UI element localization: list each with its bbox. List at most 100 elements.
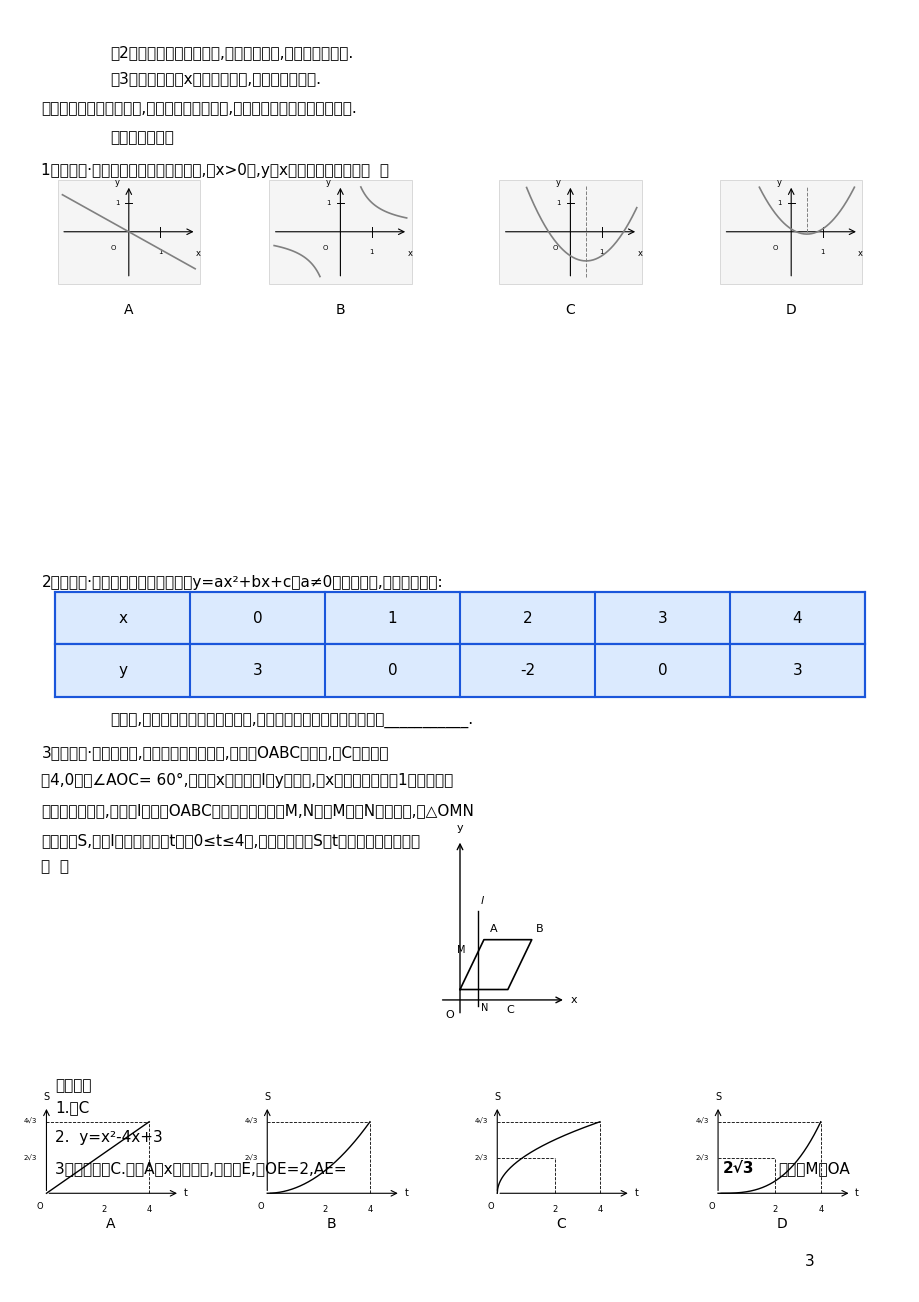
Text: x: x <box>637 249 641 258</box>
Text: 2√3: 2√3 <box>695 1155 709 1161</box>
FancyBboxPatch shape <box>58 180 200 284</box>
Text: C: C <box>565 303 574 318</box>
Text: S: S <box>494 1092 500 1101</box>
Text: 1．（衢州·中考）下列四个函数图象中,当x>0时,y随x的增大而增大的是（  ）: 1．（衢州·中考）下列四个函数图象中,当x>0时,y随x的增大而增大的是（ ） <box>41 163 389 178</box>
Text: 确定二次函数的解析式时,应该根据条件的特点,恰当地选用一种函数表达方式.: 确定二次函数的解析式时,应该根据条件的特点,恰当地选用一种函数表达方式. <box>41 102 357 117</box>
Text: x: x <box>857 249 862 258</box>
Text: t: t <box>404 1189 408 1198</box>
Text: 4√3: 4√3 <box>244 1118 257 1125</box>
Text: A: A <box>489 924 496 935</box>
FancyBboxPatch shape <box>269 180 412 284</box>
Text: （2）已知图象的顶点坐标,对称轴和最值,通常选择顶点式.: （2）已知图象的顶点坐标,对称轴和最值,通常选择顶点式. <box>110 46 353 61</box>
Text: 4√3: 4√3 <box>695 1118 709 1125</box>
Text: 3: 3 <box>804 1254 813 1269</box>
Text: 4√3: 4√3 <box>474 1118 487 1125</box>
Text: 2: 2 <box>101 1206 107 1213</box>
Text: 2√3: 2√3 <box>722 1161 754 1177</box>
Text: y: y <box>118 663 127 678</box>
Text: x: x <box>196 249 200 258</box>
Text: 【答案】: 【答案】 <box>55 1078 92 1094</box>
Text: 1: 1 <box>820 249 824 255</box>
Text: l: l <box>481 896 483 906</box>
Text: 4: 4 <box>791 611 801 626</box>
Text: 1: 1 <box>777 199 781 206</box>
Text: B: B <box>326 1216 335 1230</box>
Text: y: y <box>777 178 781 186</box>
Text: 1: 1 <box>387 611 397 626</box>
Text: O: O <box>37 1203 43 1211</box>
Text: 3: 3 <box>253 663 262 678</box>
Text: C: C <box>556 1216 565 1230</box>
Text: 4: 4 <box>367 1206 372 1213</box>
Text: 2√3: 2√3 <box>474 1155 487 1161</box>
Text: 3: 3 <box>657 611 666 626</box>
Text: N: N <box>481 1003 488 1013</box>
Text: 3．解析：选C.过点A作x轴的垂线,垂足为E,则OE=2,AE=: 3．解析：选C.过点A作x轴的垂线,垂足为E,则OE=2,AE= <box>55 1161 351 1177</box>
Text: 1: 1 <box>326 199 331 206</box>
Text: M: M <box>457 944 465 954</box>
Text: O: O <box>322 245 327 251</box>
Text: 2.  y=x²-4x+3: 2. y=x²-4x+3 <box>55 1130 163 1146</box>
FancyBboxPatch shape <box>498 180 641 284</box>
Text: 的面积为S,直线l的运动时间为t秒（0≤t≤4）,则能大致反映S与t的函数关系的图象是: 的面积为S,直线l的运动时间为t秒（0≤t≤4）,则能大致反映S与t的函数关系的… <box>41 833 420 849</box>
FancyBboxPatch shape <box>719 180 862 284</box>
Text: 4: 4 <box>596 1206 602 1213</box>
Text: 经检查,发现只有一处数据计算错误,请你写出这个二次函数的解析式___________.: 经检查,发现只有一处数据计算错误,请你写出这个二次函数的解析式_________… <box>110 713 473 729</box>
Text: 2√3: 2√3 <box>24 1155 37 1161</box>
Text: y: y <box>556 178 561 186</box>
Text: 1: 1 <box>158 249 163 255</box>
Text: A: A <box>106 1216 115 1230</box>
Text: （五）随堂检测: （五）随堂检测 <box>110 130 174 146</box>
Text: y: y <box>456 823 463 833</box>
Text: 4: 4 <box>817 1206 823 1213</box>
Text: 的速度向右平移,设直线l与菱形OABC的两边分别交于点M,N（点M在点N的上方）,若△OMN: 的速度向右平移,设直线l与菱形OABC的两边分别交于点M,N（点M在点N的上方）… <box>41 803 474 819</box>
Text: 3．（滦南·中考）如图,在平面直角坐标系中,四边形OABC是菱形,点C的坐标为: 3．（滦南·中考）如图,在平面直角坐标系中,四边形OABC是菱形,点C的坐标为 <box>41 745 389 760</box>
Text: t: t <box>184 1189 187 1198</box>
Text: S: S <box>264 1092 270 1101</box>
Text: y: y <box>326 178 331 186</box>
Text: 2: 2 <box>322 1206 327 1213</box>
Text: 1.选C: 1.选C <box>55 1100 89 1116</box>
Text: 1: 1 <box>369 249 374 255</box>
Text: B: B <box>536 924 543 935</box>
Text: 2: 2 <box>522 611 532 626</box>
Text: O: O <box>708 1203 714 1211</box>
Text: 4: 4 <box>146 1206 152 1213</box>
Text: 4√3: 4√3 <box>24 1118 37 1125</box>
Text: x: x <box>407 249 412 258</box>
Text: 1: 1 <box>556 199 561 206</box>
Text: 3: 3 <box>791 663 801 678</box>
Text: -2: -2 <box>519 663 535 678</box>
Text: （  ）: （ ） <box>41 859 69 875</box>
Text: y: y <box>115 178 119 186</box>
FancyBboxPatch shape <box>55 644 864 697</box>
Text: 1: 1 <box>599 249 604 255</box>
Text: 2．（莆田·中考）某同学用描点法画y=ax²+bx+c（a≠0）的图象时,列出如下表格:: 2．（莆田·中考）某同学用描点法画y=ax²+bx+c（a≠0）的图象时,列出如… <box>41 575 443 591</box>
Text: （3）已知图象与x轴的交点坐标,通常选择交点式.: （3）已知图象与x轴的交点坐标,通常选择交点式. <box>110 72 321 87</box>
Text: ，当点M在OA: ，当点M在OA <box>777 1161 849 1177</box>
Text: 1: 1 <box>115 199 119 206</box>
Text: 0: 0 <box>387 663 397 678</box>
Text: x: x <box>118 611 127 626</box>
Text: S: S <box>43 1092 50 1101</box>
Text: O: O <box>772 245 777 251</box>
Text: 0: 0 <box>657 663 666 678</box>
Text: O: O <box>257 1203 264 1211</box>
Text: B: B <box>335 303 345 318</box>
Text: t: t <box>634 1189 638 1198</box>
Text: x: x <box>570 995 576 1005</box>
FancyBboxPatch shape <box>55 592 864 644</box>
Text: 0: 0 <box>253 611 262 626</box>
Text: S: S <box>714 1092 720 1101</box>
Text: A: A <box>124 303 133 318</box>
Text: 2√3: 2√3 <box>244 1155 257 1161</box>
Text: t: t <box>855 1189 858 1198</box>
Text: 2: 2 <box>772 1206 777 1213</box>
Text: D: D <box>776 1216 787 1230</box>
Text: C: C <box>506 1005 514 1016</box>
Text: 2: 2 <box>551 1206 557 1213</box>
Text: O: O <box>551 245 557 251</box>
Text: O: O <box>487 1203 494 1211</box>
Text: O: O <box>110 245 116 251</box>
Text: （4,0），∠AOC= 60°,垂直于x轴的直线l从y轴出发,沿x轴正方向以每秒1个单位长度: （4,0），∠AOC= 60°,垂直于x轴的直线l从y轴出发,沿x轴正方向以每秒… <box>41 773 453 789</box>
